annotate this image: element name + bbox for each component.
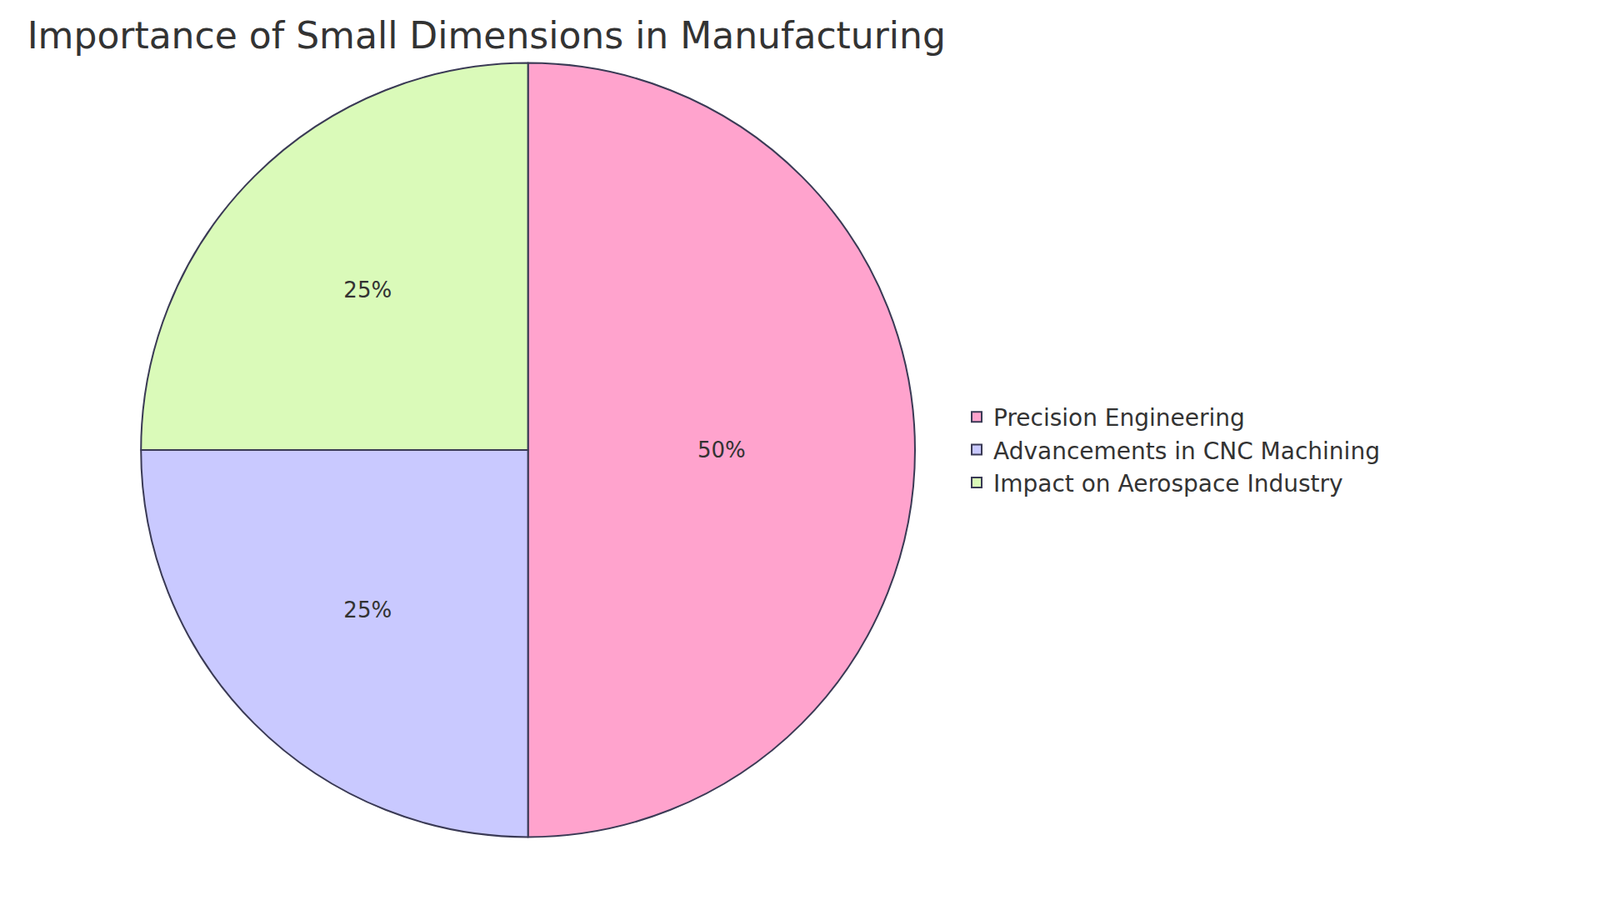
svg-text:Impact on Aerospace Industry: Impact on Aerospace Industry bbox=[993, 470, 1344, 498]
svg-text:25%: 25% bbox=[343, 277, 392, 303]
svg-text:25%: 25% bbox=[343, 597, 392, 623]
svg-text:50%: 50% bbox=[697, 437, 746, 463]
svg-text:Importance of Small Dimensions: Importance of Small Dimensions in Manufa… bbox=[27, 14, 946, 57]
svg-text:Precision Engineering: Precision Engineering bbox=[993, 404, 1245, 432]
svg-text:Advancements in CNC Machining: Advancements in CNC Machining bbox=[993, 437, 1380, 465]
